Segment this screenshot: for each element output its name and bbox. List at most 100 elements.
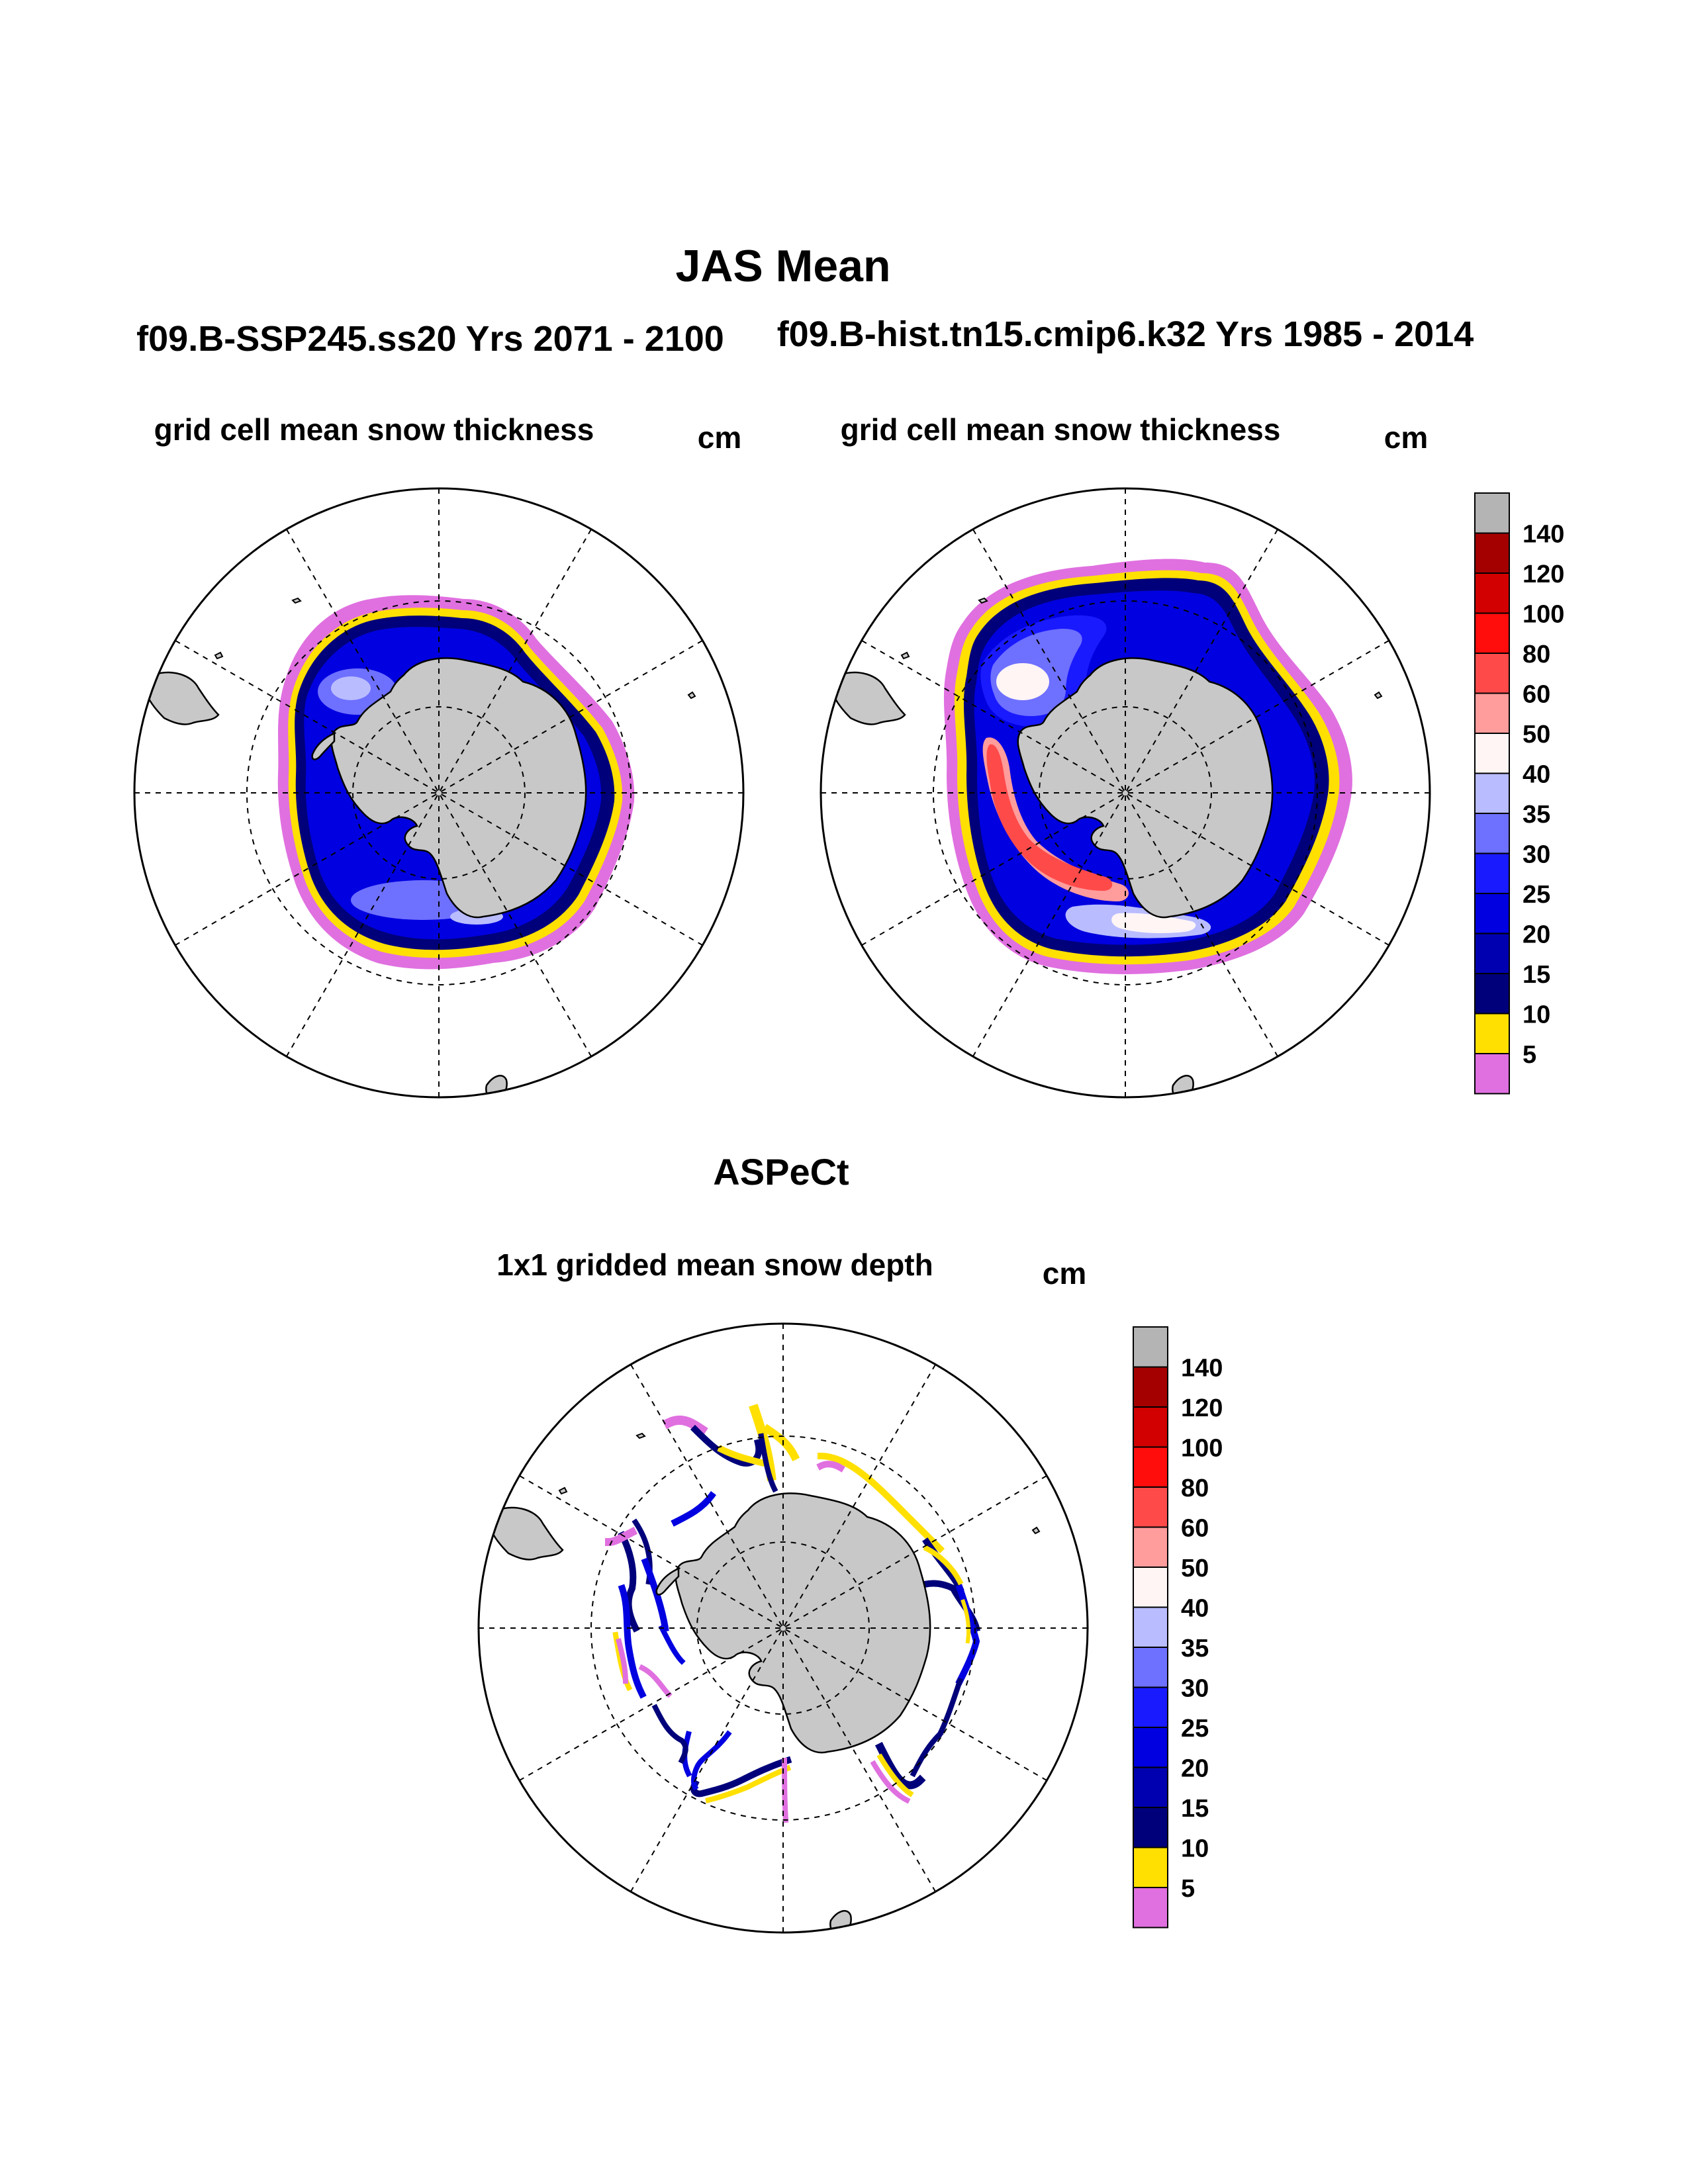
colorbar-swatch: [1133, 1446, 1168, 1488]
colorbar-swatch: [1474, 813, 1510, 854]
colorbar-swatch: [1133, 1567, 1168, 1608]
red-band-2-core: [986, 744, 1113, 891]
colorbar-swatch: [1133, 1606, 1168, 1648]
new-zealand-3: [829, 1910, 852, 1933]
figure-title: JAS Mean: [676, 241, 891, 291]
weddell-patch-light: [331, 676, 371, 700]
colorbar-tick-label: 25: [1181, 1715, 1209, 1743]
colorbar-tick-label: 35: [1523, 801, 1550, 829]
colorbar-tick-label: 120: [1523, 561, 1564, 588]
colorbar-swatch: [1474, 532, 1510, 574]
colorbar-tick-label: 10: [1523, 1001, 1550, 1029]
colorbar-tick-label: 40: [1523, 761, 1550, 789]
colorbar-swatch: [1133, 1727, 1168, 1768]
colorbar-tick-label: 80: [1181, 1475, 1209, 1502]
colorbar-swatch: [1474, 973, 1510, 1015]
colorbar-swatch: [1474, 1053, 1510, 1095]
colorbar-tick-label: 100: [1181, 1435, 1223, 1463]
colorbar-tick-label: 20: [1523, 921, 1550, 949]
map-border-3: [477, 1322, 1089, 1934]
colorbar-swatch: [1474, 933, 1510, 974]
island-c2: [558, 1486, 568, 1495]
panel-2-case-label: f09.B-hist.tn15.cmip6.k32 Yrs 1985 - 201…: [777, 314, 1474, 354]
panel-3-units: cm: [1043, 1256, 1086, 1291]
colorbar-tick-label: 50: [1523, 721, 1550, 749]
colorbar-swatch: [1474, 1013, 1510, 1054]
island-c3: [1031, 1526, 1041, 1535]
colorbar-tick-label: 15: [1523, 961, 1550, 989]
colorbar-tick-label: 120: [1181, 1394, 1223, 1422]
colorbar-swatch: [1474, 772, 1510, 814]
map-panel-1: [133, 487, 745, 1099]
panel-3-case-label: ASPeCt: [713, 1151, 849, 1193]
colorbar-swatch: [1133, 1766, 1168, 1808]
colorbar-tick-label: 25: [1523, 881, 1550, 909]
island-b1: [978, 597, 988, 604]
colorbar-swatch: [1474, 612, 1510, 654]
antarctic-peninsula: [311, 732, 336, 760]
colorbar-tick-label: 5: [1181, 1875, 1195, 1903]
map-border-2: [820, 487, 1431, 1099]
colorbar-tick-label: 60: [1181, 1515, 1209, 1543]
colorbar-tick-label: 60: [1523, 681, 1550, 709]
colorbar-swatch: [1133, 1647, 1168, 1688]
colorbar-swatch: [1133, 1326, 1168, 1368]
gridlines-2: [821, 488, 1430, 1097]
new-zealand: [485, 1075, 508, 1097]
antarctic-peninsula-3: [655, 1567, 680, 1596]
colorbar-swatch: [1133, 1807, 1168, 1848]
colorbar-tick-label: 140: [1523, 521, 1564, 549]
colorbar-swatch: [1133, 1486, 1168, 1528]
colorbar-swatch: [1133, 1406, 1168, 1448]
island-a1: [291, 597, 302, 604]
colorbar-tick-label: 40: [1181, 1595, 1209, 1623]
panel-3-subtitle: 1x1 gridded mean snow depth: [496, 1248, 933, 1282]
antarctica-land-3: [675, 1492, 931, 1754]
colorbar-swatch: [1474, 572, 1510, 614]
panel-1-subtitle: grid cell mean snow thickness: [154, 412, 594, 447]
colorbar-tick-label: 100: [1523, 601, 1564, 629]
map-panel-3: [477, 1322, 1089, 1934]
map-panel-2: [820, 487, 1431, 1099]
colorbar-swatch: [1133, 1887, 1168, 1929]
colorbar-swatch: [1474, 492, 1510, 534]
island-b2: [900, 651, 910, 660]
colorbar-tick-label: 5: [1523, 1041, 1536, 1069]
colorbar-swatch: [1133, 1686, 1168, 1728]
observation-tracks: [604, 1404, 981, 1823]
gridlines-1: [134, 488, 743, 1097]
panel-1-units: cm: [698, 420, 741, 455]
panel-2-subtitle: grid cell mean snow thickness: [841, 412, 1281, 447]
colorbar-swatch: [1474, 653, 1510, 694]
colorbar-swatch: [1133, 1366, 1168, 1408]
island-b3: [1374, 691, 1383, 700]
island-a3: [687, 691, 696, 700]
colorbar-tick-label: 15: [1181, 1795, 1209, 1823]
colorbar-tick-label: 140: [1181, 1355, 1223, 1383]
colorbar-swatch: [1133, 1846, 1168, 1888]
new-zealand-2: [1172, 1075, 1194, 1097]
island-c1: [635, 1432, 646, 1439]
colorbar-2: 140 120 100 80 60 50 40 35 30 25 20 15 10 5: [1133, 1326, 1223, 1929]
colorbar-tick-label: 30: [1181, 1675, 1209, 1703]
colorbar-tick-label: 80: [1523, 641, 1550, 668]
ross-white-2: [1111, 913, 1196, 933]
panel-2-units: cm: [1384, 420, 1428, 455]
colorbar-swatch: [1474, 733, 1510, 774]
colorbar-swatch: [1133, 1526, 1168, 1568]
colorbar-swatch: [1474, 852, 1510, 894]
map-border-1: [133, 487, 745, 1099]
weddell-gyre-2c: [996, 663, 1049, 700]
colorbar-tick-label: 50: [1181, 1555, 1209, 1582]
colorbar-tick-label: 20: [1181, 1755, 1209, 1783]
colorbar-swatch: [1474, 893, 1510, 934]
colorbar-1: 140 120 100 80 60 50 40 35 30 25 20 15 10 5: [1474, 492, 1564, 1095]
colorbar-swatch: [1474, 692, 1510, 734]
colorbar-tick-label: 30: [1523, 841, 1550, 869]
colorbar-tick-label: 35: [1181, 1635, 1209, 1662]
gridlines-3: [479, 1324, 1088, 1933]
colorbar-tick-label: 10: [1181, 1835, 1209, 1863]
panel-1-case-label: f09.B-SSP245.ss20 Yrs 2071 - 2100: [136, 319, 724, 359]
island-a2: [214, 651, 224, 660]
